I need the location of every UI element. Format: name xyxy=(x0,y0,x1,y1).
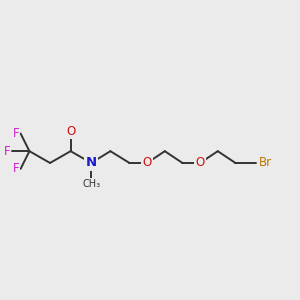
Text: O: O xyxy=(142,156,152,170)
Text: O: O xyxy=(196,156,205,170)
Text: F: F xyxy=(4,145,10,158)
Text: Br: Br xyxy=(258,156,272,170)
Text: F: F xyxy=(13,162,19,175)
Text: N: N xyxy=(86,156,97,170)
Text: O: O xyxy=(66,125,75,138)
Text: F: F xyxy=(13,127,19,140)
Text: CH₃: CH₃ xyxy=(82,178,100,188)
